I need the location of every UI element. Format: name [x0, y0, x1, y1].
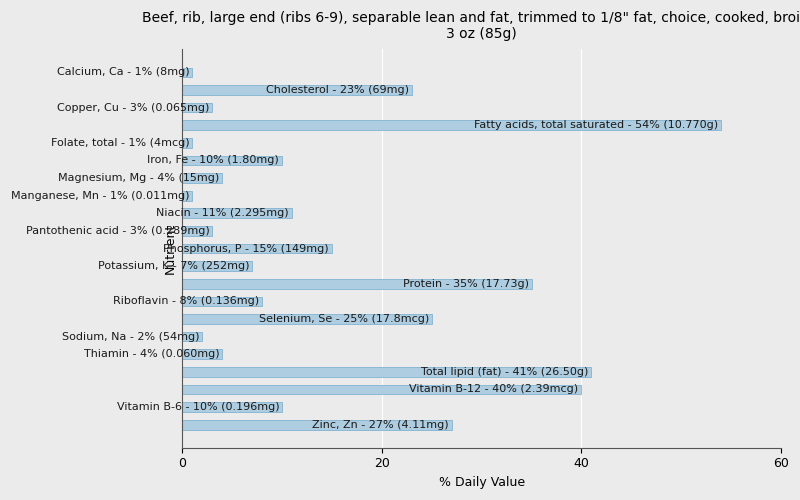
Bar	[182, 68, 192, 77]
Text: Vitamin B-12 - 40% (2.39mcg): Vitamin B-12 - 40% (2.39mcg)	[410, 384, 578, 394]
Bar	[182, 191, 192, 200]
Text: Riboflavin - 8% (0.136mg): Riboflavin - 8% (0.136mg)	[113, 296, 259, 306]
Bar	[182, 420, 452, 430]
Bar	[182, 350, 222, 359]
Bar	[182, 120, 721, 130]
Text: Zinc, Zn - 27% (4.11mg): Zinc, Zn - 27% (4.11mg)	[312, 420, 449, 430]
Bar	[182, 262, 252, 271]
Bar	[182, 314, 432, 324]
Text: Calcium, Ca - 1% (8mg): Calcium, Ca - 1% (8mg)	[57, 68, 190, 78]
Bar	[182, 296, 262, 306]
Text: Vitamin B-6 - 10% (0.196mg): Vitamin B-6 - 10% (0.196mg)	[117, 402, 279, 412]
Bar	[182, 103, 212, 113]
Bar	[182, 156, 282, 166]
Text: Magnesium, Mg - 4% (15mg): Magnesium, Mg - 4% (15mg)	[58, 173, 219, 183]
Text: Pantothenic acid - 3% (0.289mg): Pantothenic acid - 3% (0.289mg)	[26, 226, 210, 236]
Text: Thiamin - 4% (0.060mg): Thiamin - 4% (0.060mg)	[84, 349, 219, 359]
Bar	[182, 208, 292, 218]
Bar	[182, 367, 591, 376]
Text: Fatty acids, total saturated - 54% (10.770g): Fatty acids, total saturated - 54% (10.7…	[474, 120, 718, 130]
Text: Cholesterol - 23% (69mg): Cholesterol - 23% (69mg)	[266, 85, 409, 95]
Bar	[182, 402, 282, 412]
X-axis label: % Daily Value: % Daily Value	[438, 476, 525, 489]
Bar	[182, 279, 531, 288]
Bar	[182, 244, 332, 254]
Text: Sodium, Na - 2% (54mg): Sodium, Na - 2% (54mg)	[62, 332, 199, 342]
Text: Iron, Fe - 10% (1.80mg): Iron, Fe - 10% (1.80mg)	[147, 156, 279, 166]
Text: Protein - 35% (17.73g): Protein - 35% (17.73g)	[402, 278, 529, 288]
Bar	[182, 173, 222, 183]
Bar	[182, 332, 202, 342]
Y-axis label: Nutrient: Nutrient	[164, 223, 177, 274]
Text: Folate, total - 1% (4mcg): Folate, total - 1% (4mcg)	[50, 138, 190, 148]
Bar	[182, 85, 412, 95]
Text: Total lipid (fat) - 41% (26.50g): Total lipid (fat) - 41% (26.50g)	[421, 367, 589, 377]
Bar	[182, 384, 582, 394]
Text: Phosphorus, P - 15% (149mg): Phosphorus, P - 15% (149mg)	[163, 244, 329, 254]
Bar	[182, 138, 192, 147]
Text: Niacin - 11% (2.295mg): Niacin - 11% (2.295mg)	[157, 208, 289, 218]
Text: Potassium, K - 7% (252mg): Potassium, K - 7% (252mg)	[98, 261, 250, 271]
Bar	[182, 226, 212, 235]
Text: Manganese, Mn - 1% (0.011mg): Manganese, Mn - 1% (0.011mg)	[11, 190, 190, 200]
Text: Copper, Cu - 3% (0.065mg): Copper, Cu - 3% (0.065mg)	[57, 102, 210, 113]
Text: Selenium, Se - 25% (17.8mcg): Selenium, Se - 25% (17.8mcg)	[258, 314, 429, 324]
Title: Beef, rib, large end (ribs 6-9), separable lean and fat, trimmed to 1/8" fat, ch: Beef, rib, large end (ribs 6-9), separab…	[142, 11, 800, 42]
